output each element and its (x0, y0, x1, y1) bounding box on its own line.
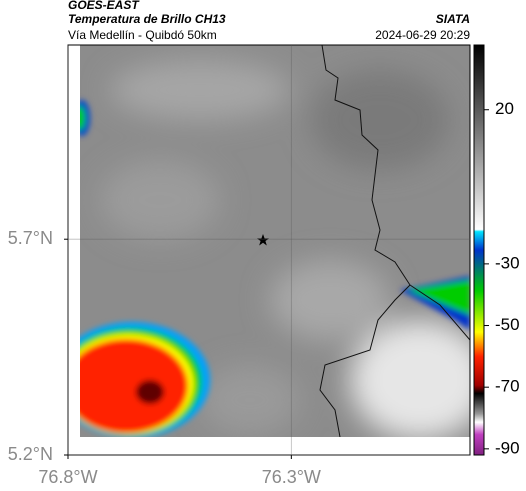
y-tick-label: 5.2°N (8, 444, 53, 464)
datetime: 2024-06-29 20:29 (375, 28, 470, 42)
agency: SIATA (436, 12, 470, 26)
satellite-image (80, 45, 470, 437)
colorbar-tick-label: 20 (495, 99, 514, 118)
source: GOES-EAST (68, 0, 140, 12)
location-marker (257, 234, 269, 246)
colorbar-tick-label: -50 (495, 315, 520, 334)
colorbar-tick-label: -70 (495, 377, 520, 396)
colorbar-tick-label: -30 (495, 253, 520, 272)
colorbar (473, 44, 485, 456)
title: Temperatura de Brillo CH13 (68, 12, 226, 26)
x-tick-label: 76.3°W (262, 467, 321, 487)
map-frame (67, 44, 471, 456)
colorbar-tick-label: -90 (495, 438, 520, 457)
x-tick-label: 76.8°W (38, 467, 97, 487)
y-tick-label: 5.7°N (8, 228, 53, 248)
subtitle: Vía Medellín - Quibdó 50km (68, 28, 217, 42)
